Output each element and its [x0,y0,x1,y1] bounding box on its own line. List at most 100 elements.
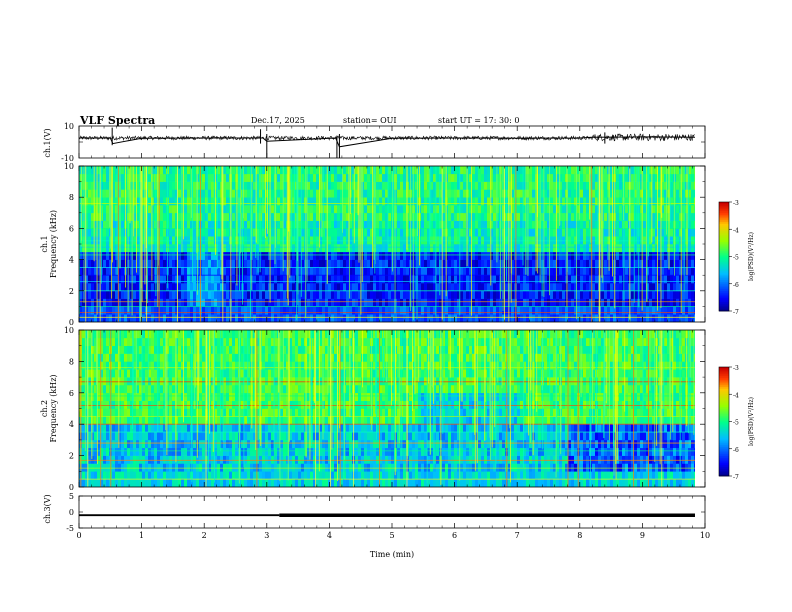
spec-cell [475,244,479,253]
spec-cell [79,244,83,253]
spec-cell [676,251,680,260]
spec-cell [676,236,680,245]
spec-cell [574,251,578,260]
spec-cell [568,290,572,299]
spec-cell [262,197,266,206]
spec-cell [217,173,221,182]
spec-cell [358,181,362,190]
spec-cell [508,267,512,276]
spec-cell [469,205,473,214]
spec-cell [571,275,575,284]
spec-cell [595,173,599,182]
spec-cell [406,251,410,260]
spec-cell [223,220,227,229]
spec-cell [448,251,452,260]
spec-cell [634,173,638,182]
spec-cell [202,181,206,190]
spec-cell [328,228,332,237]
spec-cell [604,166,608,167]
spec-cell [355,236,359,245]
spec-cell [94,439,98,449]
spec-cell [94,463,98,472]
spec-cell [316,220,320,229]
spec-cell [298,290,302,299]
spec-cell [202,197,206,206]
spec-cell [472,181,476,190]
spec-cell [133,189,137,198]
spec-cell [292,205,296,214]
spec-cell [94,166,98,175]
spec-cell [355,228,359,237]
spec-cell [649,173,653,182]
spec-cell [217,298,221,307]
spec-cell [640,251,644,260]
spec-cell [382,275,386,284]
spec-cell [148,212,152,221]
spec-cell [94,205,98,214]
spec-cell [79,166,83,175]
spec-cell [604,189,608,198]
spec-cell [685,290,689,299]
spec-cell [85,173,89,182]
spec-cell [553,166,557,167]
spec-cell [325,267,329,276]
spec-cell [211,306,215,315]
spec-cell [346,181,350,190]
spec-cell [484,228,488,237]
spec-cell [634,275,638,284]
spec-cell [439,283,443,292]
spec-cell [301,283,305,292]
spec-cell [496,298,500,307]
spec-cell [298,244,302,253]
spec-cell [85,166,89,175]
spec-cell [130,228,134,237]
spec-cell [214,283,218,292]
spec-cell [271,212,275,221]
spec-cell [88,173,92,182]
spec-cell [478,181,482,190]
spec-cell [595,189,599,198]
spec-cell [457,290,461,299]
spec-cell [307,166,311,167]
spec-cell [97,173,101,182]
spec-cell [364,306,368,315]
spec-cell [421,173,425,182]
spec-cell [571,212,575,221]
spec-cell [346,244,350,253]
spec-cell [346,259,350,268]
spec-cell [412,283,416,292]
spec-cell [271,166,275,167]
spec-cell [217,197,221,206]
spec-cell [457,244,461,253]
spec-cell [607,236,611,245]
spec-cell [193,212,197,221]
spec-cell [298,189,302,198]
spec-cell [115,298,119,307]
spec-cell [448,212,452,221]
spec-cell [682,212,686,221]
spec-cell [340,283,344,292]
spec-cell [376,290,380,299]
spec-cell [94,392,98,401]
spec-cell [112,189,116,198]
spec-cell [568,166,572,167]
spec-cell [121,236,125,245]
spec-cell [487,267,491,276]
spec-cell [619,283,623,292]
spec-cell [208,290,212,299]
spec-cell [430,306,434,315]
spec-cell [85,432,89,441]
spec-cell [352,181,356,190]
spec-cell [583,166,587,167]
spec-cell [571,251,575,260]
spec-cell [541,251,545,260]
spec-cell [391,283,395,292]
spec-cell [91,392,95,401]
spec-cell [562,166,566,167]
spec-cell [511,314,515,322]
spec-cell [232,290,236,299]
spec-cell [325,173,329,182]
spec-cell [337,259,341,268]
spec-cell [463,267,467,276]
spec-cell [424,173,428,182]
